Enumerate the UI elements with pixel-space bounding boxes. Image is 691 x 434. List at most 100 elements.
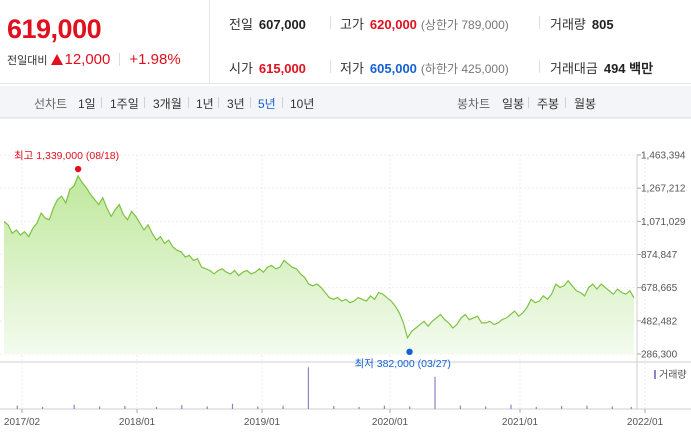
price-line <box>3 174 635 340</box>
volume-bar <box>73 404 75 409</box>
change-row: 전일대비 12,000 +1.98% <box>7 51 181 68</box>
period-3y-button[interactable]: 3년 <box>227 97 245 111</box>
stat-value: 494 백만 <box>603 61 654 76</box>
line-chart-label: 선차트 <box>34 97 68 111</box>
volume-bar <box>181 405 183 409</box>
volume-legend-swatch <box>654 370 656 379</box>
stat-high: 고가 620,000 (상한가 789,000) <box>340 14 509 33</box>
divider <box>282 97 283 108</box>
volume-bar <box>333 406 335 409</box>
volume-legend-label: 거래량 <box>659 369 687 381</box>
volume-bar <box>155 406 158 409</box>
lower-limit: (하한가 425,000) <box>420 62 509 76</box>
up-triangle-icon <box>51 54 64 65</box>
chart-annotations: 최고 1,339,000 (08/18) 최저 382,000 (03/27) <box>14 150 451 370</box>
x-tick-label: 2019/01 <box>244 417 281 428</box>
change-percent: +1.98% <box>129 51 181 68</box>
y-tick-label: 1,463,394 <box>641 151 686 162</box>
upper-limit: (상한가 789,000) <box>420 18 509 32</box>
y-axis: 1,463,394 1,267,212 1,071,029 874,847 678,66… <box>637 151 686 361</box>
divider <box>330 16 331 29</box>
divider <box>144 97 145 108</box>
volume-bar <box>485 406 487 409</box>
stat-open: 시가 615,000 <box>229 58 306 77</box>
volume-bar <box>630 406 632 409</box>
volume-bar <box>124 406 126 409</box>
period-1w-button[interactable]: 1주일 <box>110 97 139 111</box>
min-point-marker <box>406 348 413 356</box>
volume-bar <box>586 405 588 409</box>
y-tick-label: 1,071,029 <box>641 217 686 228</box>
candle-weekly-button[interactable]: 주봉 <box>537 97 560 111</box>
current-price: 619,000 <box>7 14 102 44</box>
y-tick-label: 286,300 <box>641 350 678 361</box>
volume-bar <box>282 405 284 409</box>
volume-bar <box>434 376 436 410</box>
stat-low: 저가 605,000 (하한가 425,000) <box>340 58 509 77</box>
stat-label: 거래대금 <box>550 61 598 76</box>
divider <box>539 60 540 73</box>
divider <box>218 97 219 108</box>
candle-chart-label: 봉차트 <box>457 97 491 111</box>
stat-label: 거래량 <box>550 17 586 32</box>
candle-daily-button[interactable]: 일봉 <box>502 97 525 111</box>
current-price-box: 619,000 전일대비 12,000 +1.98% <box>0 0 210 84</box>
x-tick-label: 2018/01 <box>119 417 156 428</box>
volume-bar <box>99 406 101 409</box>
stat-value: 607,000 <box>258 17 306 32</box>
volume-bar <box>42 406 44 409</box>
stat-amount: 거래대금 494 백만 <box>550 58 653 77</box>
period-10y-button[interactable]: 10년 <box>290 97 315 111</box>
volume-bar <box>358 406 360 409</box>
x-tick-label: 2017/02 <box>4 417 41 428</box>
volume-bar <box>383 405 385 409</box>
volume-bar <box>257 406 259 409</box>
divider <box>528 97 529 108</box>
period-3m-button[interactable]: 3개월 <box>153 97 182 111</box>
volume-bar <box>16 405 18 409</box>
stat-volume: 거래량 805 <box>550 14 614 33</box>
period-1d-button[interactable]: 1일 <box>78 97 96 111</box>
volume-chart: 거래량 <box>16 367 687 410</box>
x-axis: 2017/02 2018/01 2019/01 2020/01 2021/01 2022/… <box>4 409 664 428</box>
divider <box>101 97 102 108</box>
price-area <box>4 176 634 354</box>
divider <box>119 53 121 66</box>
volume-bar <box>510 404 512 409</box>
max-point-marker <box>74 165 82 173</box>
volume-bar <box>206 406 208 409</box>
volume-bar <box>409 406 411 409</box>
candle-monthly-button[interactable]: 월봉 <box>574 97 597 111</box>
period-5y-button[interactable]: 5년 <box>258 97 276 111</box>
y-tick-label: 1,267,212 <box>641 184 686 195</box>
stat-label: 전일 <box>229 17 253 32</box>
stat-value: 605,000 <box>369 61 417 76</box>
volume-bar <box>459 405 461 409</box>
volume-bar <box>611 406 613 409</box>
volume-bar <box>561 406 563 409</box>
divider <box>188 97 189 108</box>
x-tick-label: 2022/01 <box>627 417 664 428</box>
change-value: 12,000 <box>64 51 111 68</box>
volume-bar <box>307 367 309 409</box>
period-1y-button[interactable]: 1년 <box>196 97 214 111</box>
y-tick-label: 482,482 <box>641 316 678 327</box>
divider <box>330 60 331 73</box>
stat-label: 고가 <box>340 17 364 32</box>
period-selector-bar: 선차트 1일 1주일 3개월 1년 3년 5년 10년 봉차트 일봉 주봉 월봉 <box>0 86 691 118</box>
price-summary: 619,000 전일대비 12,000 +1.98% 전일 607,000 고가 6… <box>0 0 691 84</box>
stat-value: 620,000 <box>369 17 417 32</box>
stat-value: 805 <box>591 17 614 32</box>
x-tick-label: 2020/01 <box>372 417 409 428</box>
x-tick-label: 2021/01 <box>502 417 539 428</box>
chart-grid <box>0 118 691 410</box>
stat-label: 시가 <box>229 61 253 76</box>
price-chart[interactable]: 최고 1,339,000 (08/18) 최저 382,000 (03/27) … <box>0 118 691 434</box>
divider <box>565 97 566 108</box>
min-price-annotation: 최저 382,000 (03/27) <box>355 358 451 370</box>
volume-bar <box>535 406 537 409</box>
volume-bar <box>231 403 234 409</box>
divider <box>250 97 251 108</box>
stat-prev-close: 전일 607,000 <box>229 14 306 33</box>
max-price-annotation: 최고 1,339,000 (08/18) <box>14 150 119 162</box>
